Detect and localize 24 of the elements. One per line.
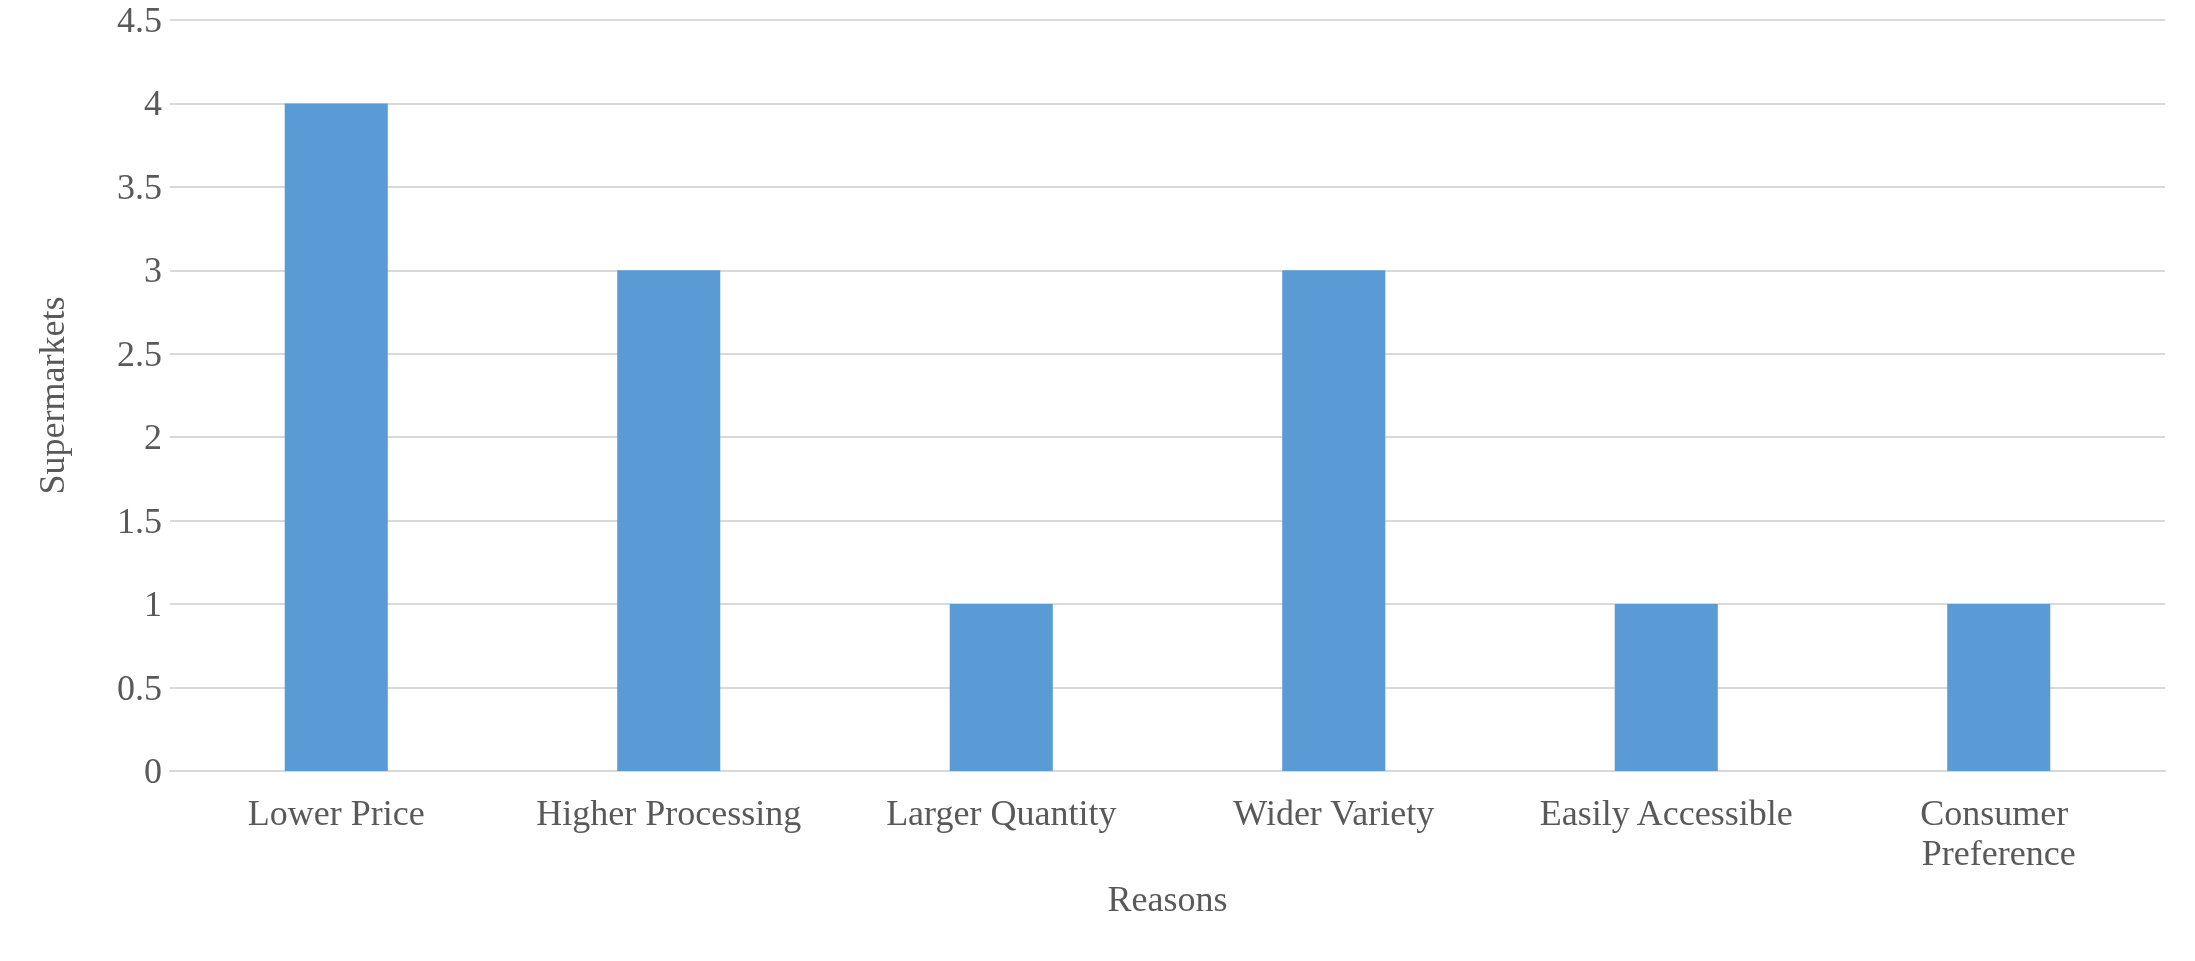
x-tick-label: Larger Quantity xyxy=(886,793,1117,833)
y-tick-label: 4 xyxy=(144,83,162,124)
x-tick-label: Consumer Preference xyxy=(1920,793,2078,873)
y-tick-label: 0.5 xyxy=(117,667,162,708)
x-tick-label: Wider Variety xyxy=(1233,793,1435,833)
y-tick-label: 3 xyxy=(144,250,162,291)
x-tick-label: Lower Price xyxy=(247,793,425,833)
y-tick-label: 4.5 xyxy=(117,0,162,40)
y-tick-label: 2.5 xyxy=(117,333,162,374)
bar xyxy=(949,604,1053,771)
y-tick-label: 1.5 xyxy=(117,500,162,541)
x-tick-label: Easily Accessible xyxy=(1539,793,1793,833)
x-tick-label: Higher Processing xyxy=(536,793,802,833)
bar xyxy=(1614,604,1718,771)
bar xyxy=(1947,604,2051,771)
y-tick-label: 1 xyxy=(144,584,162,625)
bar xyxy=(617,270,721,771)
y-tick-label: 2 xyxy=(144,417,162,458)
y-axis-title: Supermarkets xyxy=(32,296,72,495)
x-axis-title: Reasons xyxy=(1107,879,1228,919)
bar xyxy=(284,103,388,771)
y-tick-label: 0 xyxy=(144,751,162,791)
y-tick-label: 3.5 xyxy=(117,166,162,207)
bar xyxy=(1282,270,1386,771)
